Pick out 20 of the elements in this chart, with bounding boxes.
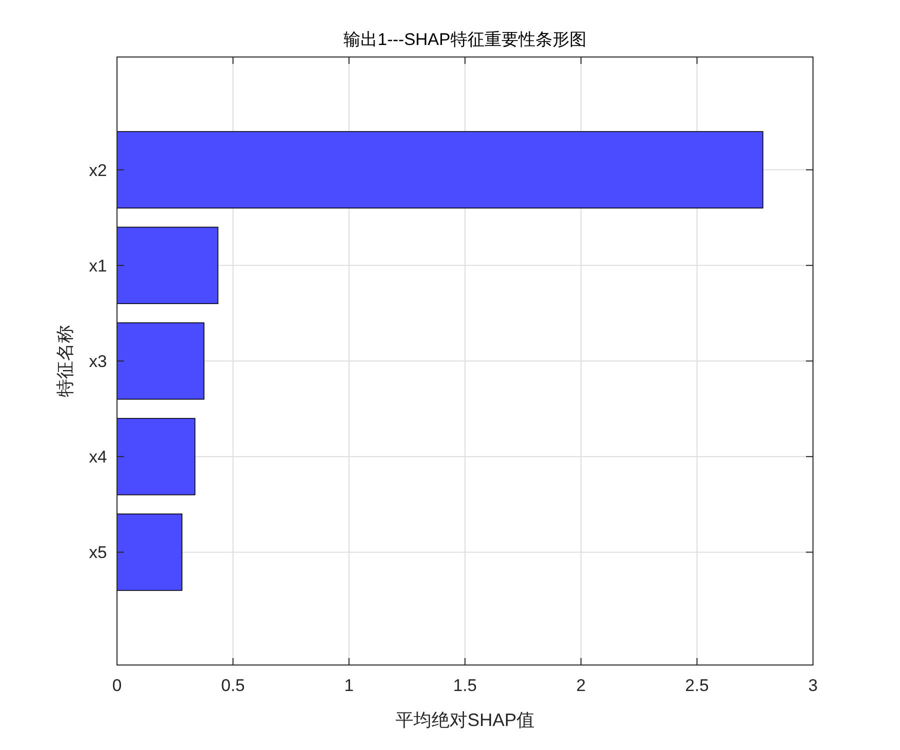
y-tick-label: x3 xyxy=(89,352,107,371)
bar xyxy=(116,322,204,400)
x-tick-label: 0 xyxy=(112,676,122,695)
y-tick-label: x1 xyxy=(89,256,107,276)
x-tick-label: 2 xyxy=(576,676,586,695)
y-tick-label: x4 xyxy=(89,448,107,467)
x-tick-label: 1.5 xyxy=(453,676,477,695)
x-tick-label: 2.5 xyxy=(685,676,709,695)
bar xyxy=(116,131,764,208)
bar xyxy=(116,226,218,304)
x-tick-label: 3 xyxy=(808,676,818,695)
y-axis-title: 特征名称 xyxy=(55,325,75,397)
y-tick-label: x2 xyxy=(89,160,107,180)
bar xyxy=(116,514,182,591)
x-tick-label: 1 xyxy=(344,676,354,695)
x-axis-title: 平均绝对SHAP值 xyxy=(395,710,535,730)
y-tick-label: x5 xyxy=(89,543,107,562)
chart-title: 输出1---SHAP特征重要性条形图 xyxy=(344,30,586,49)
x-tick-label: 0.5 xyxy=(221,676,245,695)
bar xyxy=(116,418,196,496)
